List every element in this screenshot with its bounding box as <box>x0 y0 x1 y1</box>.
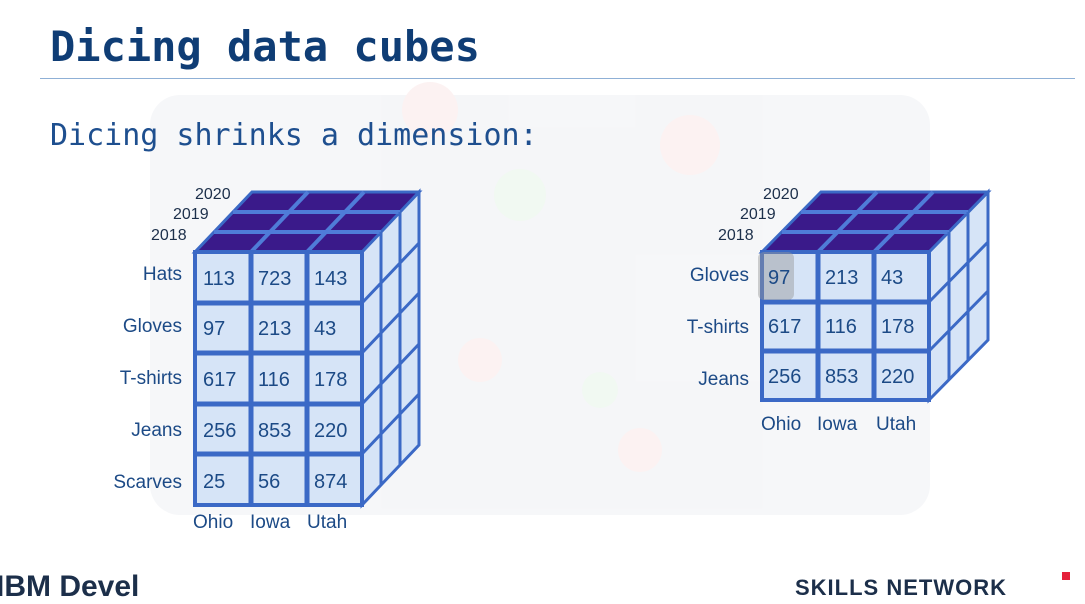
full-cell-gloves-utah: 43 <box>314 318 337 340</box>
full-cell-scarves-ohio: 25 <box>203 471 226 493</box>
full-cube-front-face <box>193 250 364 507</box>
full-product-label-tshirts: T-shirts <box>119 368 182 389</box>
diced-cell-tshirts-iowa: 116 <box>825 316 857 338</box>
title-divider <box>40 78 1075 79</box>
footer-brand-left: IBM Devel <box>0 570 140 603</box>
diced-cube-side-grid <box>927 212 990 380</box>
diced-cell-jeans-ohio: 256 <box>768 366 802 388</box>
footer-brand-right: SKILLS NETWORK <box>795 575 1007 600</box>
full-year-label-2019: 2019 <box>173 206 209 223</box>
full-state-label-ohio: Ohio <box>193 512 234 533</box>
full-cell-gloves-ohio: 97 <box>203 318 226 340</box>
page-title: Dicing data cubes <box>50 22 480 71</box>
diced-product-label-gloves: Gloves <box>689 265 749 286</box>
diced-cell-gloves-utah: 43 <box>881 267 904 289</box>
diced-state-label-utah: Utah <box>876 414 917 435</box>
full-state-label-utah: Utah <box>307 512 348 533</box>
diced-cube-front-grid <box>762 252 929 400</box>
diced-product-label-tshirts: T-shirts <box>686 317 749 338</box>
full-year-label-2020: 2020 <box>195 186 231 203</box>
full-cell-hats-ohio: 113 <box>203 268 235 290</box>
full-cell-tshirts-ohio: 617 <box>203 369 237 391</box>
full-cell-hats-utah: 143 <box>314 268 348 290</box>
full-year-label-2018: 2018 <box>151 227 187 244</box>
full-cube-side-grid <box>360 212 421 485</box>
diced-cell-gloves-ohio: 97 <box>768 267 791 289</box>
full-state-label-iowa: Iowa <box>250 512 291 533</box>
full-cell-jeans-ohio: 256 <box>203 420 237 442</box>
full-cell-tshirts-iowa: 116 <box>258 369 290 391</box>
video-play-overlay[interactable] <box>758 252 794 300</box>
diced-year-label-2019: 2019 <box>740 206 776 223</box>
full-product-label-scarves: Scarves <box>113 472 182 493</box>
diced-cube-front-face <box>760 250 931 402</box>
diced-cell-jeans-utah: 220 <box>881 366 915 388</box>
full-cell-jeans-utah: 220 <box>314 420 348 442</box>
full-cube-front-grid <box>195 252 362 505</box>
full-product-label-hats: Hats <box>142 264 182 285</box>
full-product-label-jeans: Jeans <box>131 420 182 441</box>
full-cell-jeans-iowa: 853 <box>258 420 292 442</box>
full-product-label-gloves: Gloves <box>122 316 182 337</box>
diced-year-label-2020: 2020 <box>763 186 799 203</box>
diced-cube <box>758 188 992 404</box>
diced-product-label-jeans: Jeans <box>698 369 749 390</box>
diced-cell-jeans-iowa: 853 <box>825 366 859 388</box>
full-cube <box>191 188 423 509</box>
full-cube-top-grid <box>214 190 400 254</box>
diced-state-label-iowa: Iowa <box>817 414 858 435</box>
footer-logo-dot <box>1062 572 1070 580</box>
page-subtitle: Dicing shrinks a dimension: <box>50 118 538 153</box>
full-cell-gloves-iowa: 213 <box>258 318 292 340</box>
diced-cell-tshirts-utah: 178 <box>881 316 915 338</box>
diced-cell-tshirts-ohio: 617 <box>768 316 802 338</box>
diced-cell-gloves-iowa: 213 <box>825 267 859 289</box>
diced-state-label-ohio: Ohio <box>761 414 802 435</box>
full-cell-scarves-iowa: 56 <box>258 471 281 493</box>
diced-year-label-2018: 2018 <box>718 227 754 244</box>
full-cell-scarves-utah: 874 <box>314 471 348 493</box>
full-cell-hats-iowa: 723 <box>258 268 292 290</box>
full-cell-tshirts-utah: 178 <box>314 369 348 391</box>
diced-cube-top-grid <box>782 190 968 254</box>
